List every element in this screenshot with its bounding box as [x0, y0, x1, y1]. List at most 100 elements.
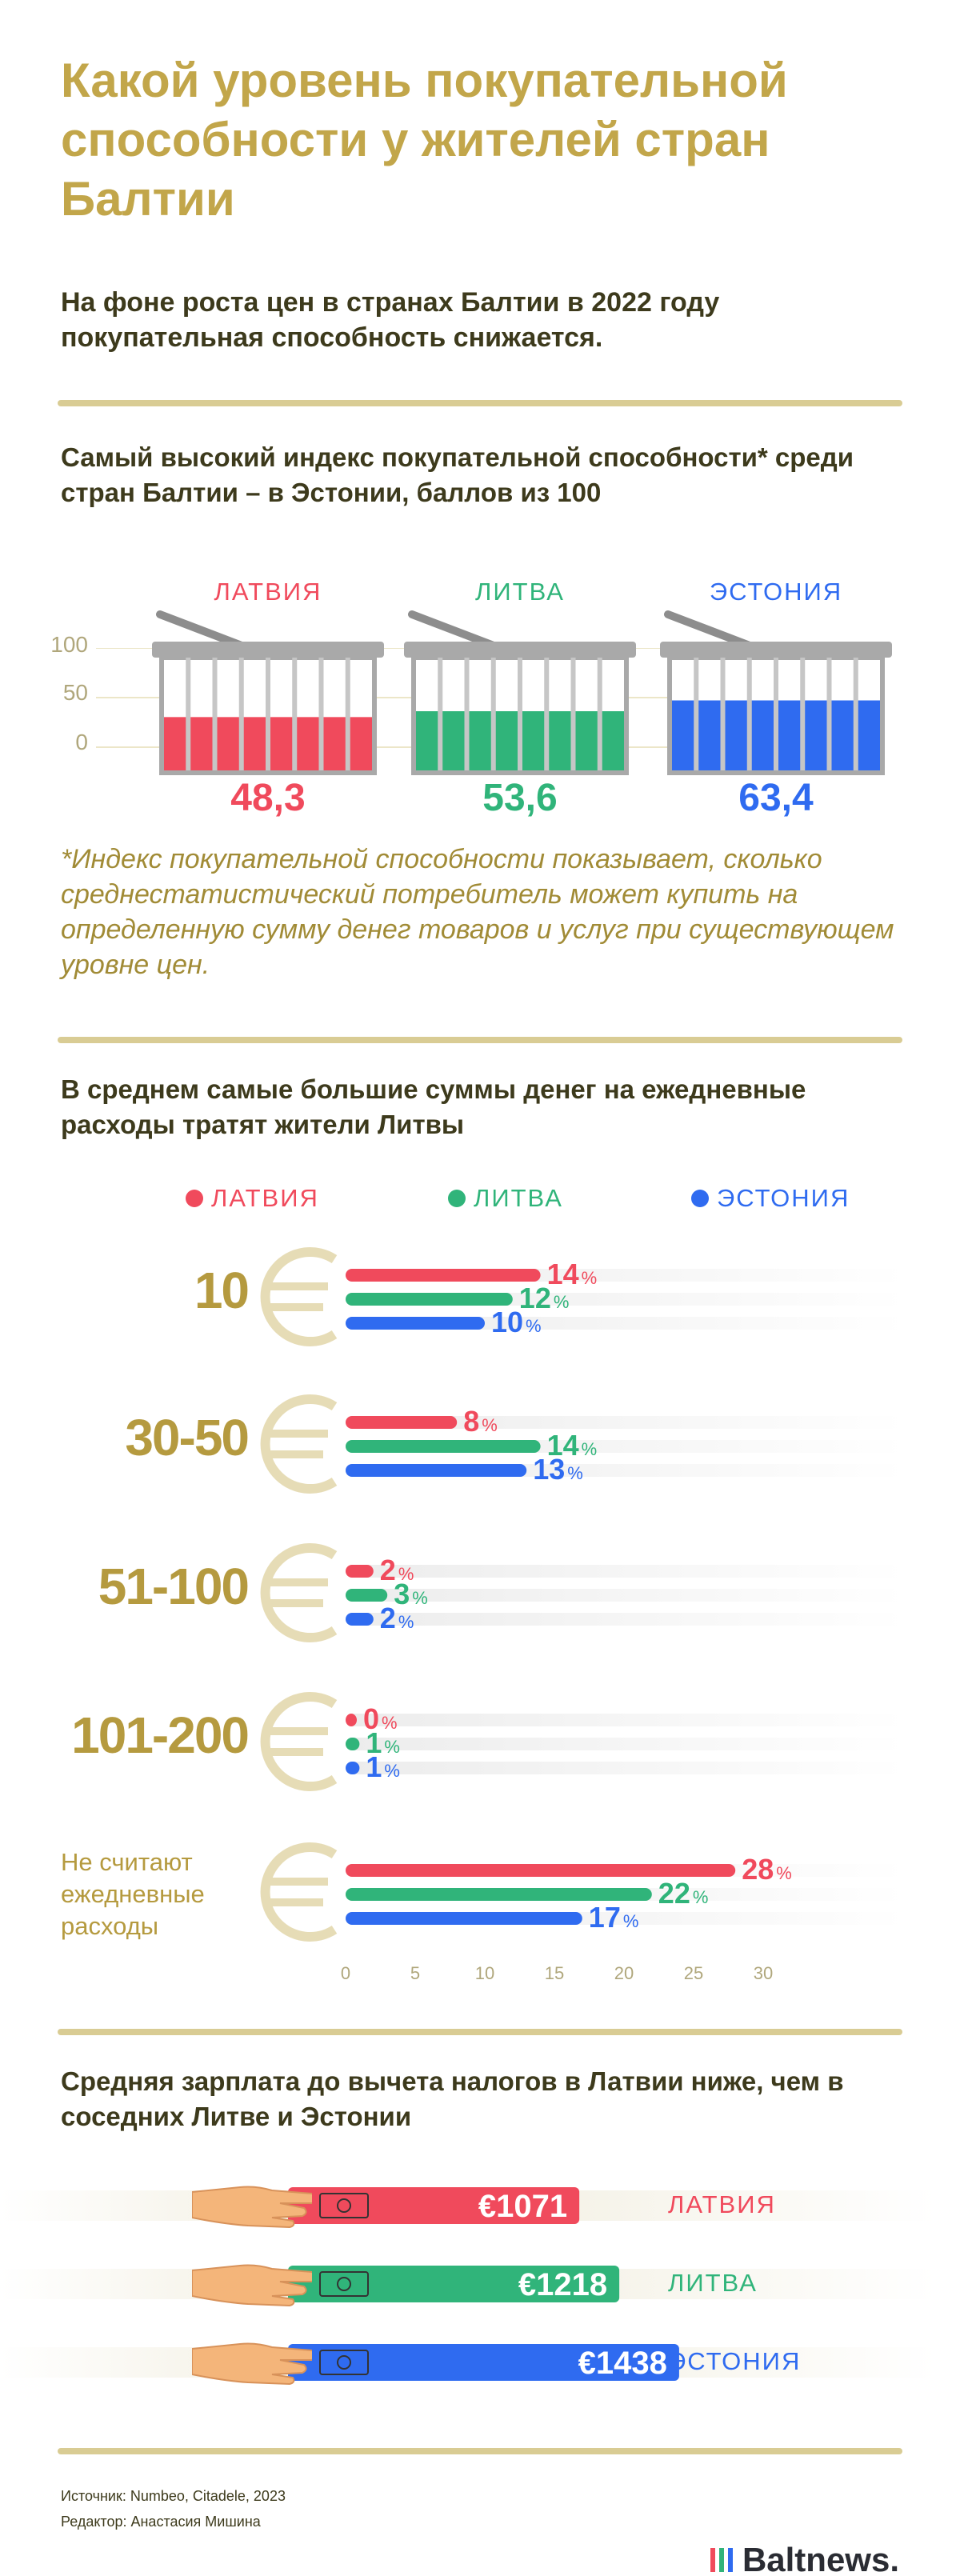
bar-unit: %: [622, 1911, 639, 1931]
bar-value-label: 1%: [366, 1726, 400, 1760]
salary-country-label: ЛАТВИЯ: [668, 2190, 776, 2218]
bar-value: 28: [742, 1853, 774, 1886]
bar-value: 1: [366, 1726, 382, 1759]
legend-lithuania: ЛИТВА: [448, 1184, 563, 1213]
page-title: Какой уровень покупательной способности …: [61, 54, 788, 226]
bar-track: [346, 1589, 906, 1602]
basket-rim: [660, 642, 892, 658]
legend-label: ЛИТВА: [474, 1184, 563, 1212]
editor-text: Редактор: Анастасия Мишина: [61, 2514, 261, 2530]
basket-value-label: 48,3: [230, 777, 306, 819]
hand-icon: [192, 2186, 312, 2229]
legend-dot-icon: [186, 1190, 203, 1207]
euro-icon: [260, 1842, 338, 1942]
bar-track: [346, 1416, 906, 1429]
basket-country-label: ЭСТОНИЯ: [709, 578, 843, 606]
bar-track: [346, 1888, 906, 1901]
bar-value-label: 1%: [366, 1750, 400, 1784]
bar-unit: %: [382, 1713, 398, 1733]
divider: [58, 400, 902, 406]
x-axis-tick: 15: [544, 1963, 565, 1983]
salary-bar: [288, 2266, 620, 2302]
divider: [58, 1037, 902, 1043]
index-footnote: *Индекс покупательной способности показы…: [61, 844, 894, 980]
y-tick-0: 0: [75, 730, 88, 754]
bar-value: 12: [518, 1282, 551, 1314]
bar-value-label: 2%: [380, 1602, 414, 1635]
bar-value: 1: [366, 1750, 382, 1783]
basket-y-axis: 100 50 0: [40, 632, 120, 776]
bar-value: 14: [546, 1429, 579, 1462]
amount-label: 51-100: [98, 1558, 250, 1615]
y-tick-100: 100: [50, 632, 88, 657]
bar-ЛАТВИЯ: [346, 1416, 458, 1429]
bar-ЭСТОНИЯ: [346, 1912, 582, 1925]
bar-track: [346, 1613, 906, 1626]
x-axis-tick: 5: [410, 1963, 421, 1983]
legend-dot-icon: [691, 1190, 709, 1207]
legend-dot-icon: [448, 1190, 466, 1207]
bar-track: [346, 1864, 906, 1877]
bar-unit: %: [398, 1612, 414, 1632]
logo-text: Baltnews.: [742, 2541, 899, 2576]
bar-unit: %: [692, 1887, 709, 1907]
amount-label: Не считают ежедневные расходы: [61, 1848, 205, 1940]
x-axis-tick: 25: [683, 1963, 704, 1983]
bar-ЭСТОНИЯ: [346, 1762, 360, 1774]
bar-value-label: 8%: [463, 1405, 498, 1438]
bar-value: 10: [491, 1306, 524, 1338]
bar-track: [346, 1269, 906, 1282]
basket-rim: [152, 642, 384, 658]
bar-value: 14: [546, 1258, 579, 1290]
bar-unit: %: [412, 1588, 428, 1608]
bar-value: 2: [379, 1602, 396, 1634]
divider: [58, 2029, 902, 2035]
source-text: Источник: Numbeo, Citadele, 2023: [61, 2488, 286, 2504]
bar-unit: %: [581, 1268, 598, 1288]
basket-value-label: 63,4: [738, 777, 814, 819]
salary-value-label: €1218: [518, 2267, 608, 2302]
legend-latvia: ЛАТВИЯ: [186, 1184, 319, 1213]
legend-estonia: ЭСТОНИЯ: [691, 1184, 850, 1213]
bar-value-label: 22%: [658, 1877, 709, 1910]
bar-value-label: 14%: [547, 1258, 598, 1291]
bar-unit: %: [581, 1439, 598, 1459]
y-tick-50: 50: [62, 680, 88, 705]
amount-label: 101-200: [71, 1706, 250, 1764]
basket-country-label: ЛАТВИЯ: [214, 578, 322, 606]
salary-country-label: ЭСТОНИЯ: [668, 2347, 802, 2375]
bar-value: 13: [533, 1453, 566, 1486]
section3-heading: Средняя зарплата до вычета налогов в Лат…: [61, 2066, 844, 2131]
basket-0: [152, 610, 384, 775]
bar-track: [346, 1293, 906, 1306]
basket-country-label: ЛИТВА: [475, 578, 565, 606]
bar-ЛАТВИЯ: [346, 1714, 357, 1726]
bar-unit: %: [776, 1863, 792, 1883]
salary-value-label: €1438: [578, 2346, 667, 2381]
salary-bar: [288, 2344, 679, 2381]
section2-heading: В среднем самые большие суммы денег на е…: [61, 1074, 806, 1139]
bar-value-label: 17%: [589, 1901, 639, 1934]
x-axis-tick: 20: [614, 1963, 634, 1983]
bar-unit: %: [384, 1737, 400, 1757]
bar-track: [346, 1912, 906, 1925]
bar-value: 22: [658, 1877, 690, 1910]
page-subtitle: На фоне роста цен в странах Балтии в 202…: [61, 287, 720, 353]
bar-unit: %: [398, 1564, 414, 1584]
bar-ЭСТОНИЯ: [346, 1613, 374, 1626]
bar-value-label: 0%: [363, 1702, 398, 1736]
baltnews-logo: Baltnews.: [710, 2541, 899, 2576]
bar-value-label: 3%: [394, 1578, 428, 1611]
bar-track: [346, 1762, 906, 1774]
euro-icon: [260, 1543, 338, 1642]
hand-icon: [192, 2342, 312, 2386]
euro-icon: [260, 1247, 338, 1346]
bar-track: [346, 1464, 906, 1477]
bar-ЛАТВИЯ: [346, 1864, 736, 1877]
divider: [58, 2448, 902, 2454]
bar-value: 0: [363, 1702, 380, 1735]
logo-bars-icon: [710, 2548, 733, 2572]
basket-rim: [404, 642, 636, 658]
basket-2: [660, 610, 892, 775]
bar-value: 17: [588, 1901, 621, 1934]
